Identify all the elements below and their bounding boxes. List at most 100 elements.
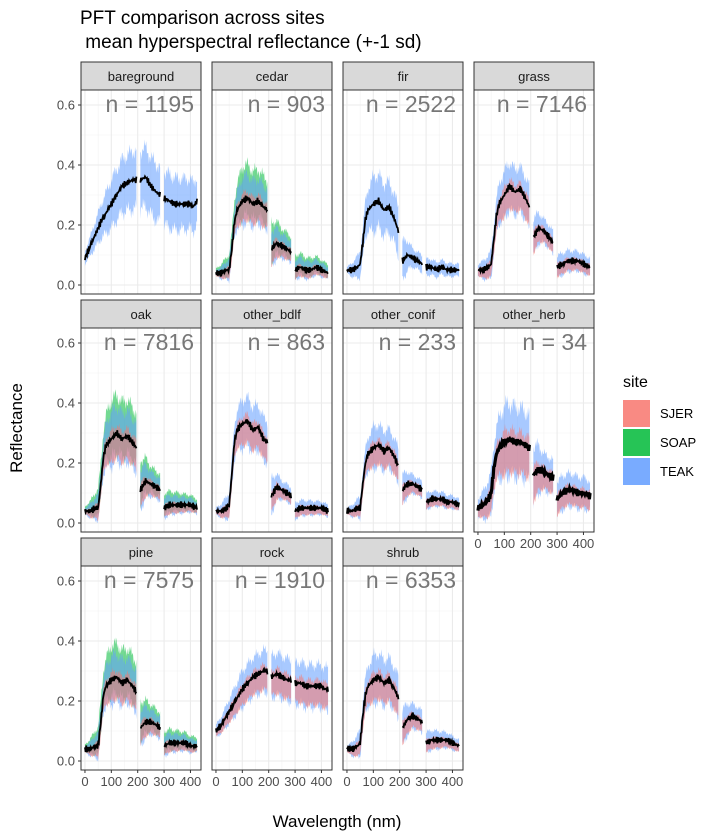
- y-axis-title: Reflectance: [7, 383, 26, 473]
- panel-shrub: shrub n = 6353 0 100 200 300 400: [342, 537, 464, 789]
- sample-count-label: n = 1195: [106, 91, 194, 117]
- mean-curve-segment-2: [270, 669, 293, 683]
- legend-title: site: [623, 374, 648, 391]
- x-tick-label: 300: [415, 774, 437, 789]
- ribbon-sjer-segment-1: [215, 410, 268, 520]
- sample-count-label: n = 6353: [366, 567, 456, 593]
- y-tick-label: 0.4: [57, 396, 75, 411]
- mean-curve-segment-1: [476, 435, 531, 511]
- ribbon-sjer-segment-1: [215, 661, 268, 738]
- facet-strip: [80, 299, 202, 329]
- panel-oak: oak n = 7816 0.0 0.2 0.4 0.6: [57, 299, 202, 533]
- x-tick-label: 200: [520, 536, 542, 551]
- ribbon-teak-segment-1: [346, 168, 399, 282]
- y-tick-label: 0.6: [57, 336, 75, 351]
- facet-strip-label: other_bdlf: [243, 307, 301, 322]
- sample-count-label: n = 7575: [104, 567, 194, 593]
- ribbon-sjer-segment-1: [84, 423, 137, 522]
- y-tick-label: 0.6: [57, 98, 75, 113]
- facet-strip-label: other_herb: [503, 307, 566, 322]
- facet-strip: [342, 61, 464, 91]
- x-tick-label: 300: [153, 774, 175, 789]
- facet-strip-label: other_conif: [371, 307, 436, 322]
- panel-grass: grass n = 7146: [473, 61, 595, 295]
- x-tick-label: 100: [100, 774, 122, 789]
- facet-strip: [342, 537, 464, 567]
- mean-curve-segment-1: [215, 666, 269, 733]
- x-tick-label: 200: [127, 774, 149, 789]
- sample-count-label: n = 233: [379, 329, 456, 355]
- legend-label-sjer: SJER: [660, 406, 693, 421]
- x-tick-label: 200: [258, 774, 280, 789]
- facet-strip: [342, 299, 464, 329]
- sample-count-label: n = 863: [248, 329, 325, 355]
- facet-strip: [80, 537, 202, 567]
- mean-curve-segment-3: [163, 738, 198, 751]
- facet-strip-label: rock: [260, 545, 285, 560]
- x-tick-label: 400: [573, 536, 595, 551]
- y-tick-label: 0.0: [57, 516, 75, 531]
- mean-curve-segment-3: [294, 264, 329, 275]
- legend-swatch-soap: [623, 429, 650, 456]
- ribbon-sjer-segment-1: [215, 188, 268, 280]
- facet-strip-label: pine: [129, 545, 154, 560]
- facet-strip: [211, 61, 333, 91]
- x-tick-label: 400: [442, 774, 464, 789]
- y-tick-label: 0.4: [57, 158, 75, 173]
- sample-count-label: n = 7816: [104, 329, 194, 355]
- legend-label-teak: TEAK: [660, 464, 694, 479]
- x-tick-label: 400: [311, 774, 333, 789]
- x-tick-label: 0: [81, 774, 88, 789]
- mean-curve-segment-3: [294, 680, 329, 694]
- panel-bareground: bareground n = 1195 0.0 0.2 0.4 0.6: [57, 61, 202, 295]
- sample-count-label: n = 1910: [235, 567, 325, 593]
- y-tick-label: 0.2: [57, 218, 75, 233]
- mean-curve-segment-1: [84, 675, 138, 753]
- x-tick-label: 100: [231, 774, 253, 789]
- facet-strip: [211, 299, 333, 329]
- ribbon-sjer-segment-1: [346, 436, 399, 518]
- facet-strip-label: grass: [518, 69, 550, 84]
- ribbon-teak-segment-1: [346, 647, 399, 760]
- facet-strip-label: shrub: [387, 545, 420, 560]
- ribbon-teak-segment-1: [84, 648, 137, 762]
- panel-cedar: cedar n = 903: [211, 61, 333, 295]
- panel-fir: fir n = 2522: [342, 61, 464, 295]
- x-tick-label: 100: [362, 774, 384, 789]
- sample-count-label: n = 7146: [497, 91, 587, 117]
- mean-curve-segment-1: [346, 440, 400, 514]
- x-tick-label: 200: [389, 774, 411, 789]
- mean-curve-segment-2: [270, 240, 292, 256]
- mean-curve-segment-2: [139, 174, 162, 197]
- mean-curve-segment-1: [84, 430, 138, 516]
- mean-curve-segment-2: [531, 464, 555, 483]
- sample-count-label: n = 34: [522, 329, 587, 355]
- mean-curve-segment-1: [215, 418, 269, 515]
- facet-strip-label: fir: [398, 69, 410, 84]
- ribbon-sjer-segment-1: [346, 666, 399, 758]
- mean-curve-segment-1: [346, 197, 400, 274]
- mean-curve-segment-3: [425, 494, 460, 508]
- facet-strip: [473, 61, 595, 91]
- ribbon-sjer-segment-1: [84, 667, 137, 760]
- y-tick-label: 0.2: [57, 456, 75, 471]
- y-tick-label: 0.0: [57, 278, 75, 293]
- facet-strip: [473, 299, 595, 329]
- ribbon-sjer-segment-1: [477, 176, 530, 280]
- legend-label-soap: SOAP: [660, 435, 696, 450]
- facet-strip-label: oak: [131, 307, 152, 322]
- x-tick-label: 300: [284, 774, 306, 789]
- mean-curve-segment-3: [163, 500, 198, 511]
- legend-swatch-teak: [623, 458, 650, 485]
- mean-curve-segment-1: [477, 182, 531, 275]
- legend: site SJER SOAP TEAK: [623, 374, 696, 485]
- y-tick-label: 0.6: [57, 574, 75, 589]
- panel-rock: rock n = 1910 0 100 200 300 400: [211, 537, 333, 789]
- mean-curve-segment-3: [294, 503, 329, 514]
- x-tick-label: 400: [180, 774, 202, 789]
- mean-curve-segment-1: [346, 674, 400, 753]
- x-axis-title: Wavelength (nm): [273, 812, 402, 831]
